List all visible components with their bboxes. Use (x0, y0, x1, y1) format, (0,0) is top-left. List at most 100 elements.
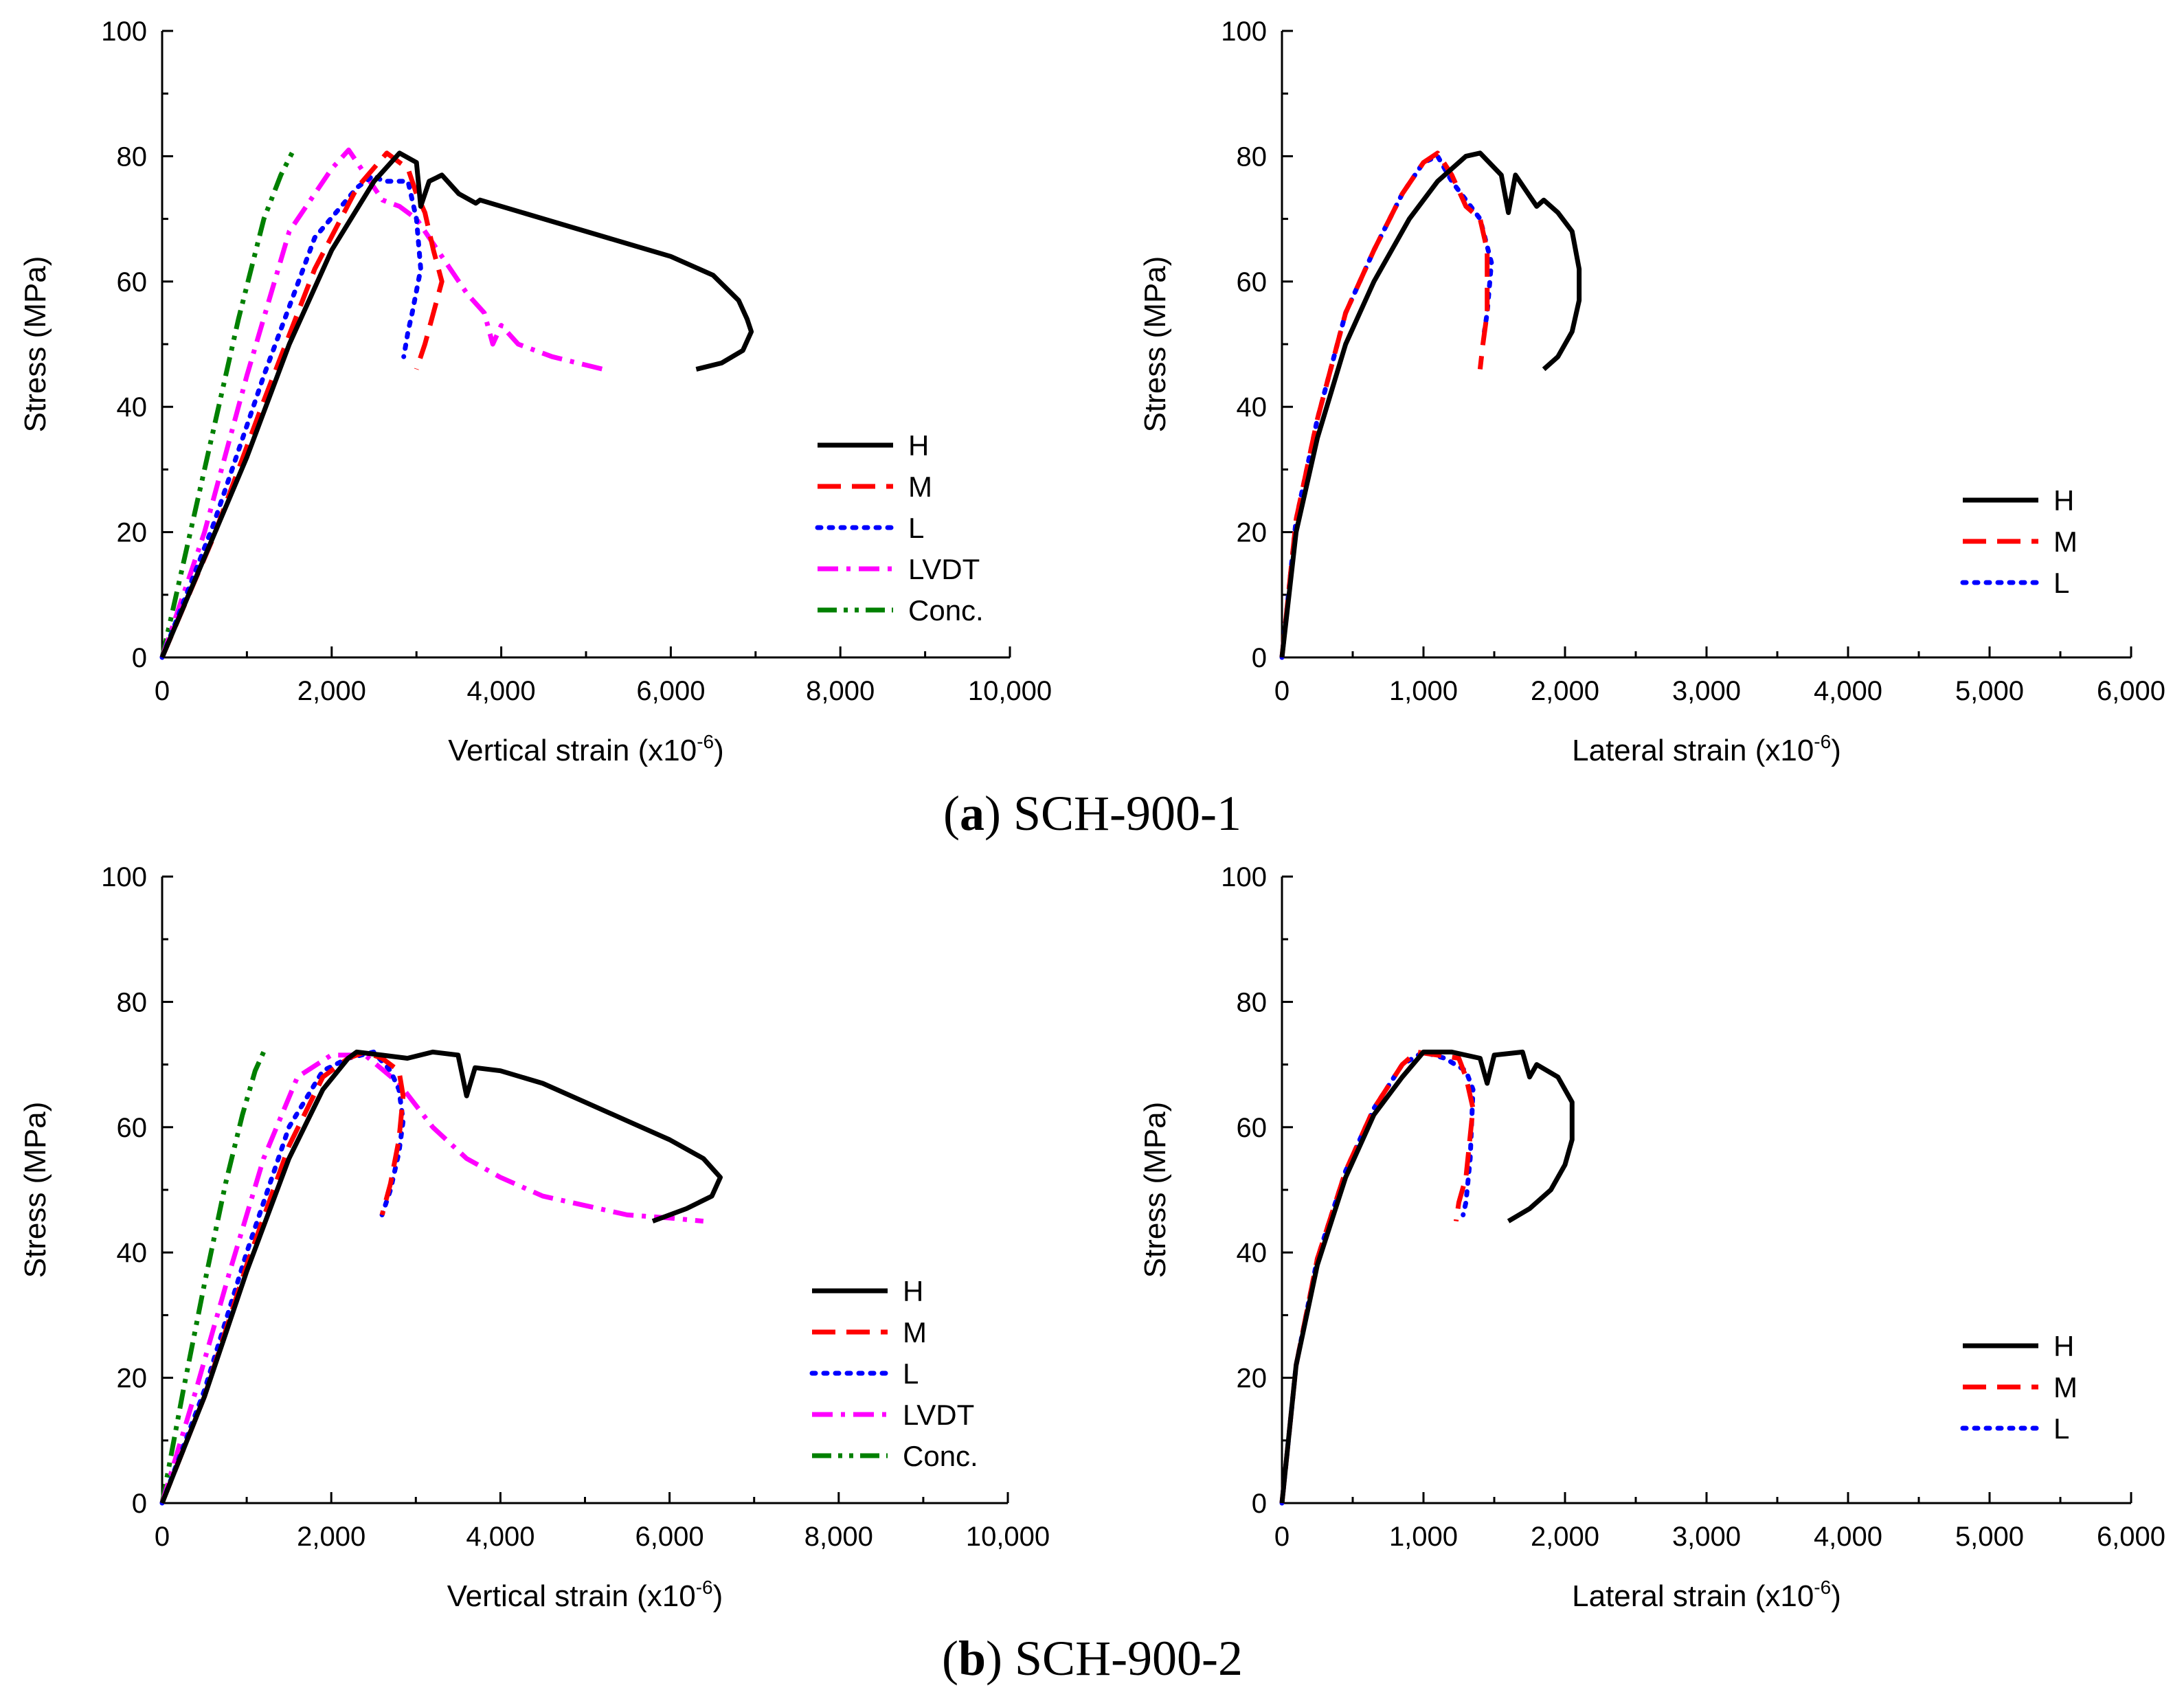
x-tick-label: 2,000 (1531, 1522, 1599, 1552)
x-axis-label: Lateral strain (x10-6) (1572, 731, 1841, 767)
legend-label-conc: Conc. (908, 594, 984, 627)
y-axis-label: Stress (MPa) (19, 1102, 52, 1278)
series-line-l (159, 172, 423, 660)
x-tick-label: 1,000 (1389, 1522, 1458, 1552)
y-tick-label: 80 (117, 987, 148, 1017)
x-axis-label-text: Vertical strain (x10 (448, 734, 697, 767)
x-axis-label-text: Lateral strain (x10 (1572, 734, 1814, 767)
legend-label-m: M (2053, 1371, 2078, 1403)
x-axis-label-close: ) (1831, 1579, 1841, 1613)
x-axis-label-close: ) (1831, 734, 1841, 767)
x-tick-label: 5,000 (1955, 1522, 2024, 1552)
x-tick-label: 5,000 (1955, 676, 2024, 706)
legend-label-lvdt: LVDT (903, 1399, 974, 1431)
y-tick-label: 20 (117, 518, 148, 548)
y-tick-label: 20 (1237, 1364, 1268, 1394)
series-line-h (1279, 150, 1582, 658)
x-tick-label: 0 (155, 676, 170, 706)
y-tick-label: 0 (1252, 1489, 1267, 1519)
x-axis-label: Lateral strain (x10-6) (1572, 1577, 1841, 1613)
legend-label-m: M (2053, 526, 2078, 558)
y-axis-label: Stress (MPa) (19, 256, 52, 433)
chart-b-lateral: 0 1,000 2,000 3,000 4,000 5,000 6,000 0 20 40 60 80… (1138, 862, 2165, 1613)
series-line-h (159, 150, 754, 659)
x-tick-label: 10,000 (968, 676, 1052, 706)
legend-label-h: H (903, 1275, 923, 1307)
x-axis-label-exponent: -6 (1814, 731, 1831, 752)
chart-a-lateral: 0 1,000 2,000 3,000 4,000 5,000 6,000 0 20 40 60 80… (1138, 16, 2165, 767)
chart-b-vertical: 0 2,000 4,000 6,000 8,000 10,000 0 20 40 60 80 100 V… (19, 862, 1050, 1613)
y-tick-label: 0 (132, 1489, 147, 1519)
caption-b-letter: b (958, 1631, 986, 1686)
y-tick-label: 0 (1252, 643, 1267, 673)
legend-label-h: H (908, 429, 929, 462)
x-tick-label: 4,000 (1814, 1522, 1882, 1552)
y-tick-label: 80 (1237, 142, 1268, 172)
legend-label-lvdt: LVDT (908, 553, 980, 585)
x-axis-label: Vertical strain (x10-6) (447, 1577, 723, 1613)
caption-b: (b) SCH-900-2 (942, 1631, 1243, 1686)
legend-label-m: M (903, 1316, 927, 1349)
x-axis-label-close: ) (713, 1579, 723, 1613)
legend-label-l: L (2053, 567, 2069, 599)
y-tick-label: 20 (1237, 518, 1268, 548)
chart-a-vertical: 0 2,000 4,000 6,000 8,000 10,000 0 20 40 60 80 100 V… (19, 16, 1052, 767)
x-tick-label: 0 (155, 1522, 170, 1552)
y-axis-label: Stress (MPa) (1138, 256, 1172, 433)
series-line-m (1279, 150, 1490, 658)
x-tick-label: 0 (1274, 676, 1290, 706)
y-tick-label: 60 (1237, 267, 1268, 297)
legend-label-l: L (908, 512, 924, 544)
series-line-conc (159, 148, 296, 658)
x-tick-label: 4,000 (467, 676, 536, 706)
caption-a: (a) SCH-900-1 (943, 786, 1241, 841)
x-tick-label: 2,000 (297, 1522, 365, 1552)
y-tick-label: 60 (117, 1113, 148, 1143)
y-tick-label: 40 (117, 392, 148, 422)
x-tick-label: 8,000 (804, 1522, 873, 1552)
legend-label-m: M (908, 471, 932, 503)
y-tick-label: 20 (117, 1364, 148, 1394)
y-tick-label: 100 (101, 862, 147, 892)
x-tick-label: 4,000 (466, 1522, 534, 1552)
caption-b-label: SCH-900-2 (1002, 1631, 1243, 1686)
x-tick-label: 3,000 (1672, 676, 1741, 706)
legend-label-h: H (2053, 1330, 2074, 1362)
legend-label-l: L (2053, 1412, 2069, 1445)
y-tick-label: 100 (101, 16, 147, 47)
y-tick-label: 40 (1237, 1238, 1268, 1268)
y-tick-label: 0 (132, 643, 147, 673)
series-line-h (1279, 1049, 1575, 1504)
y-tick-label: 80 (117, 142, 148, 172)
y-tick-label: 60 (1237, 1113, 1268, 1143)
caption-a-letter: a (960, 786, 984, 841)
legend-label-l: L (903, 1357, 919, 1390)
y-tick-label: 80 (1237, 987, 1268, 1017)
series-line-h (159, 1049, 723, 1504)
x-tick-label: 6,000 (2097, 1522, 2165, 1552)
y-tick-label: 40 (1237, 392, 1268, 422)
x-axis-label-exponent: -6 (697, 731, 714, 752)
x-tick-label: 0 (1274, 1522, 1290, 1552)
x-axis-label-close: ) (714, 734, 724, 767)
x-tick-label: 2,000 (1531, 676, 1599, 706)
y-tick-label: 40 (117, 1238, 148, 1268)
series-line-conc (159, 1050, 266, 1504)
x-tick-label: 6,000 (635, 1522, 704, 1552)
x-tick-label: 2,000 (297, 676, 366, 706)
caption-a-label: SCH-900-1 (1001, 786, 1241, 841)
x-tick-label: 8,000 (806, 676, 875, 706)
x-tick-label: 6,000 (2097, 676, 2165, 706)
y-tick-label: 100 (1221, 16, 1267, 47)
y-axis-label: Stress (MPa) (1138, 1102, 1172, 1278)
x-axis-label-text: Lateral strain (x10 (1572, 1579, 1814, 1613)
series-line-m (159, 150, 444, 659)
series-line-lvdt (159, 1052, 704, 1504)
x-axis-label-exponent: -6 (696, 1577, 713, 1598)
x-axis-label: Vertical strain (x10-6) (448, 731, 724, 767)
x-tick-label: 3,000 (1672, 1522, 1741, 1552)
x-tick-label: 6,000 (636, 676, 705, 706)
legend-label-conc: Conc. (903, 1440, 978, 1472)
